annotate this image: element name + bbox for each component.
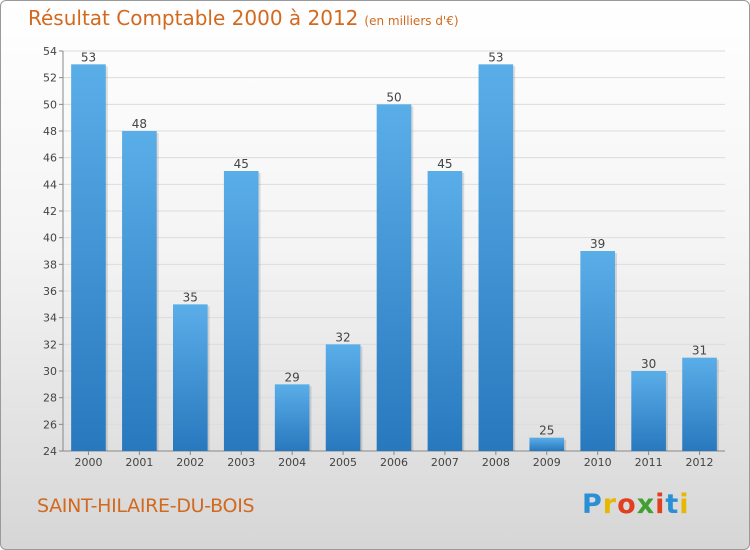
y-tick-label: 24 [43,445,57,458]
logo-letter: P [582,489,603,520]
x-tick-label: 2009 [533,456,561,469]
logo-letter: t [665,489,680,520]
data-label-2005: 32 [335,330,350,344]
data-label-2010: 39 [590,237,605,251]
x-tick-label: 2000 [74,456,102,469]
data-label-2001: 48 [132,117,147,131]
title-text: Résultat Comptable 2000 à 2012 [28,6,359,30]
x-tick-label: 2006 [380,456,408,469]
data-label-2004: 29 [285,370,300,384]
x-tick-label: 2007 [431,456,459,469]
bar-2002 [172,304,208,451]
x-tick-label: 2004 [278,456,306,469]
bar-2008 [478,64,514,452]
data-label-2011: 30 [641,357,656,371]
y-tick-label: 34 [43,312,57,325]
x-tick-label: 2011 [635,456,663,469]
x-tick-label: 2003 [227,456,255,469]
y-tick-label: 28 [43,392,57,405]
x-tick-label: 2008 [482,456,510,469]
y-tick-label: 36 [43,285,57,298]
x-tick-label: 2002 [176,456,204,469]
data-label-2007: 45 [437,157,452,171]
bar-2009 [529,437,565,451]
proxiti-logo: Proxiti [582,489,690,520]
bar-2012 [682,357,717,451]
data-label-2003: 45 [234,157,249,171]
x-tick-label: 2010 [584,456,612,469]
y-tick-label: 42 [43,205,57,218]
bar-2011 [631,371,666,451]
y-tick-label: 32 [43,338,57,351]
bar-2003 [223,171,259,451]
y-tick-label: 46 [43,152,57,165]
bar-2006 [376,104,412,451]
chart-title: Résultat Comptable 2000 à 2012 (en millie… [28,6,459,30]
x-tick-label: 2012 [686,456,714,469]
bar-2007 [427,171,463,451]
chart-subtitle: (en milliers d'€) [364,14,459,28]
y-tick-label: 30 [43,365,57,378]
y-tick-label: 52 [43,72,57,85]
logo-letter: x [636,489,656,520]
data-label-2006: 50 [386,90,401,104]
data-label-2009: 25 [539,424,554,438]
y-tick-label: 48 [43,125,57,138]
data-label-2000: 53 [81,50,96,64]
data-label-2002: 35 [183,290,198,304]
x-tick-label: 2001 [125,456,153,469]
labels: 24 26 28 30 32 34 36 38 40 42 44 46 48 50 52 54 2000 53 20… [43,45,714,469]
y-tick-label: 26 [43,418,57,431]
bar-2010 [580,251,616,451]
logo-letter: i [655,489,666,520]
y-tick-label: 44 [43,178,57,191]
logo-letter: r [602,489,618,520]
bar-2004 [274,384,310,451]
logo-letter: o [617,489,637,520]
y-tick-label: 38 [43,258,57,271]
bar-2005 [325,344,361,451]
data-label-2008: 53 [488,50,503,64]
y-tick-label: 40 [43,232,57,245]
city-name: SAINT-HILAIRE-DU-BOIS [37,495,255,517]
x-tick-label: 2005 [329,456,357,469]
data-label-2012: 31 [692,344,707,358]
bars [71,64,719,452]
y-tick-label: 50 [43,98,57,111]
bar-2000 [71,64,106,452]
logo-letter: i [679,489,690,520]
bar-2001 [122,131,157,451]
y-tick-label: 54 [43,45,57,58]
